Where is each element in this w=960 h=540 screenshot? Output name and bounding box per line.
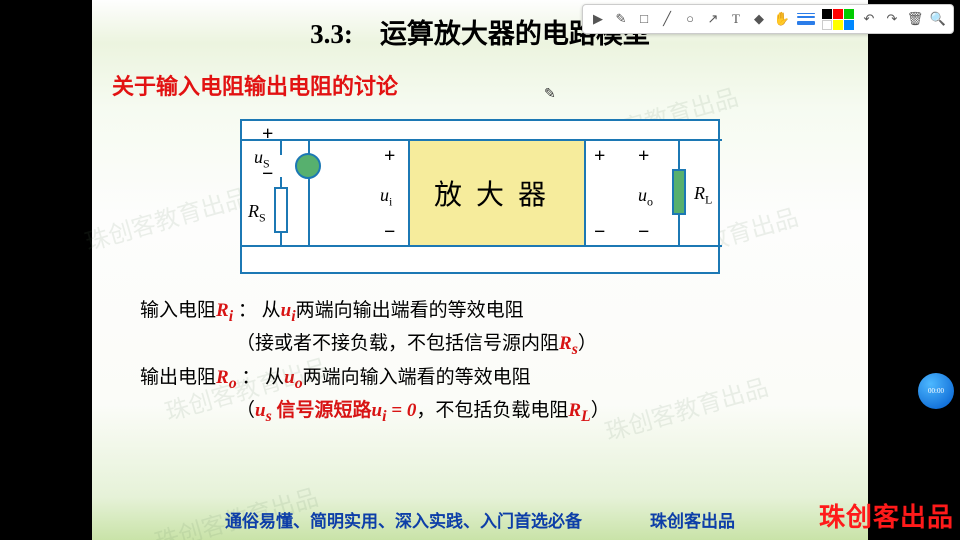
- voltage-source: [295, 153, 321, 179]
- slide-subtitle: 关于输入电阻输出电阻的讨论: [112, 69, 848, 101]
- resistor-rl: [672, 169, 686, 215]
- sign: +: [384, 145, 395, 168]
- tool-zoom[interactable]: 🔍: [927, 8, 949, 30]
- tool-arrow[interactable]: ↗: [702, 8, 724, 30]
- color-red[interactable]: [833, 9, 843, 19]
- label-rl: RL: [694, 183, 712, 208]
- timer-badge[interactable]: 00:00: [918, 373, 954, 409]
- resistor-rs: [274, 187, 288, 233]
- sign: −: [594, 221, 605, 244]
- wire: [280, 139, 282, 155]
- sign: −: [262, 163, 273, 186]
- label-rs: RS: [248, 201, 266, 226]
- annotation-toolbar[interactable]: ▶ ✎ □ ╱ ○ ↗ T ◆ ✋ ↶ ↷ 🗑 🔍: [582, 4, 954, 34]
- tool-rect[interactable]: □: [633, 8, 655, 30]
- circuit-diagram: 放大器 uS RS ui uo RL + − + − + − + −: [240, 119, 720, 274]
- color-white[interactable]: [822, 20, 832, 30]
- sign: −: [384, 221, 395, 244]
- sign: +: [638, 145, 649, 168]
- tool-eraser[interactable]: ◆: [748, 8, 770, 30]
- color-blue[interactable]: [844, 20, 854, 30]
- timer-text: 00:00: [928, 387, 944, 395]
- line-width-picker[interactable]: [797, 12, 815, 26]
- amplifier-box: 放大器: [408, 139, 586, 247]
- tool-circle[interactable]: ○: [679, 8, 701, 30]
- tool-pen[interactable]: ✎: [610, 8, 632, 30]
- line-ro-note: （us 信号源短路ui = 0，不包括负载电阻RL）: [140, 396, 820, 429]
- color-picker[interactable]: [822, 9, 854, 30]
- color-green[interactable]: [844, 9, 854, 19]
- tool-clear[interactable]: 🗑: [904, 8, 926, 30]
- slide: 珠创客教育出品 珠创客教育出品 珠创客教育出品 珠创客教育出品 珠创客教育出品 …: [92, 0, 868, 540]
- wire: [678, 139, 680, 171]
- wire: [242, 245, 408, 247]
- branding-overlay: 珠创客出品: [819, 497, 954, 534]
- tool-text[interactable]: T: [725, 8, 747, 30]
- color-yellow[interactable]: [833, 20, 843, 30]
- sign: +: [262, 123, 273, 146]
- wire: [586, 139, 722, 141]
- line-ro: 输出电阻Ro ： 从uo两端向输入端看的等效电阻: [140, 363, 820, 396]
- definition-text: 输入电阻Ri ： 从ui两端向输出端看的等效电阻 （接或者不接负载，不包括信号源…: [112, 296, 848, 429]
- tool-pointer[interactable]: ▶: [587, 8, 609, 30]
- wire: [308, 177, 310, 247]
- wire: [678, 213, 680, 247]
- tool-pan[interactable]: ✋: [771, 8, 793, 30]
- color-black[interactable]: [822, 9, 832, 19]
- wire: [280, 231, 282, 247]
- wire: [586, 245, 722, 247]
- tool-line[interactable]: ╱: [656, 8, 678, 30]
- tool-redo[interactable]: ↷: [881, 8, 903, 30]
- stage: 珠创客教育出品 珠创客教育出品 珠创客教育出品 珠创客教育出品 珠创客教育出品 …: [0, 0, 960, 540]
- line-ri-note: （接或者不接负载，不包括信号源内阻Rs）: [140, 329, 820, 362]
- label-uo: uo: [638, 185, 653, 210]
- slide-footer: 通俗易懂、简明实用、深入实践、入门首选必备 珠创客出品: [92, 507, 868, 532]
- tool-undo[interactable]: ↶: [858, 8, 880, 30]
- watermark: 珠创客教育出品: [80, 178, 251, 258]
- line-ri: 输入电阻Ri ： 从ui两端向输出端看的等效电阻: [140, 296, 820, 329]
- label-ui: ui: [380, 185, 392, 210]
- sign: −: [638, 221, 649, 244]
- sign: +: [594, 145, 605, 168]
